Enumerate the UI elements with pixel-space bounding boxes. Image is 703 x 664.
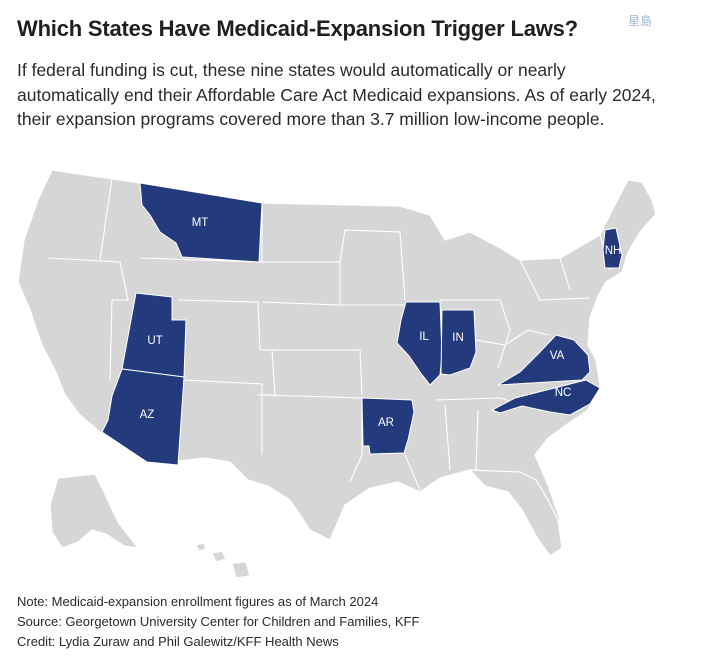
florida-shape — [468, 469, 563, 557]
state-arkansas — [361, 397, 415, 455]
label-ut: UT — [147, 335, 162, 347]
label-in: IN — [452, 332, 464, 344]
label-ar: AR — [378, 417, 394, 429]
alaska-shape — [49, 473, 140, 549]
label-az: AZ — [140, 409, 155, 421]
watermark-logo: 星島 — [628, 14, 653, 28]
footer-credit: Credit: Lydia Zuraw and Phil Galewitz/KF… — [17, 634, 339, 649]
highlighted-states — [101, 182, 623, 466]
label-nh: NH — [605, 245, 622, 257]
state-labels: MT UT AZ AR IL IN VA NC NH — [140, 217, 622, 429]
label-il: IL — [419, 331, 429, 343]
label-mt: MT — [192, 217, 209, 229]
footer-note: Note: Medicaid-expansion enrollment figu… — [17, 594, 379, 609]
state-virginia — [497, 334, 591, 386]
state-illinois — [396, 301, 443, 386]
us-map: MT UT AZ AR IL IN VA NC NH — [17, 169, 657, 579]
state-montana — [139, 182, 263, 263]
state-indiana — [440, 309, 477, 376]
state-north-carolina — [490, 379, 601, 416]
state-new-hampshire — [602, 227, 623, 269]
footer-notes: Note: Medicaid-expansion enrollment figu… — [17, 592, 419, 652]
state-arizona — [101, 368, 185, 466]
page-subtitle: If federal funding is cut, these nine st… — [17, 60, 656, 129]
page-title: Which States Have Medicaid-Expansion Tri… — [17, 16, 578, 41]
hawaii-shape — [195, 542, 251, 579]
label-va: VA — [550, 350, 565, 362]
label-nc: NC — [555, 387, 572, 399]
footer-source: Source: Georgetown University Center for… — [17, 614, 420, 629]
